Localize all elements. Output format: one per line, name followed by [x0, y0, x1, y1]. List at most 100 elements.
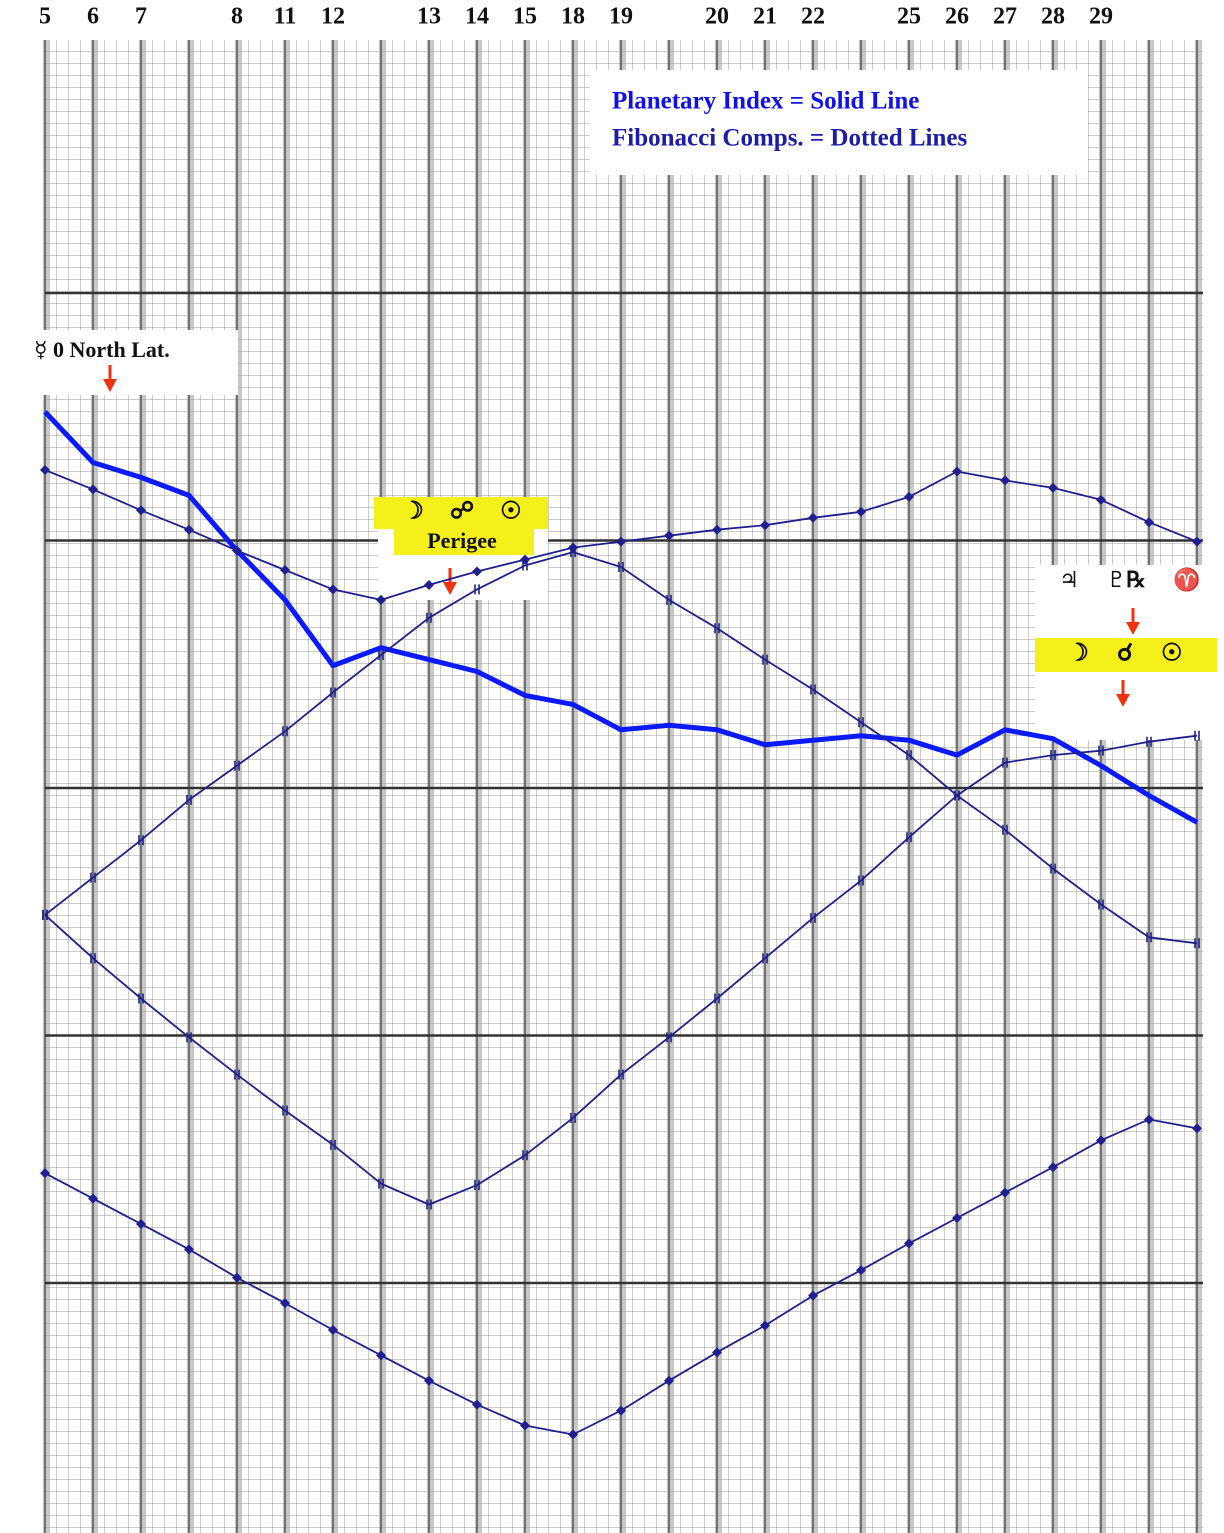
x-tick-label: 11 — [274, 4, 297, 30]
point-marker — [856, 506, 866, 517]
point-marker — [1194, 730, 1200, 741]
point-marker — [472, 1399, 482, 1410]
point-marker — [618, 562, 624, 573]
grid — [43, 40, 1203, 1533]
x-tick-label: 13 — [417, 4, 441, 30]
point-marker — [1098, 745, 1104, 756]
point-marker — [376, 594, 386, 605]
point-marker — [40, 1168, 50, 1179]
point-marker — [376, 1350, 386, 1361]
point-marker — [954, 790, 960, 801]
point-marker — [232, 1272, 242, 1283]
point-marker — [282, 726, 288, 737]
point-marker — [570, 1112, 576, 1123]
point-marker — [952, 466, 962, 477]
point-marker — [666, 1032, 672, 1043]
point-marker — [330, 1139, 336, 1150]
point-marker — [474, 584, 480, 595]
x-tick-label: 14 — [465, 4, 489, 30]
point-marker — [808, 1290, 818, 1301]
legend-entry: Planetary Index = Solid Line — [612, 88, 919, 115]
point-marker — [1002, 824, 1008, 835]
x-tick-label: 27 — [993, 4, 1017, 30]
point-marker — [1098, 899, 1104, 910]
x-tick-label: 28 — [1041, 4, 1065, 30]
point-marker — [762, 953, 768, 964]
point-marker — [810, 912, 816, 923]
arrow-head — [1116, 694, 1130, 707]
point-marker — [424, 579, 434, 590]
point-marker — [184, 1244, 194, 1255]
point-marker — [282, 1105, 288, 1116]
point-marker — [1192, 536, 1202, 547]
point-marker — [616, 536, 626, 547]
point-marker — [1050, 750, 1056, 761]
annotation-highlight — [374, 497, 548, 529]
annotation: ♃ ♇℞ ♈ — [1059, 567, 1201, 592]
point-marker — [522, 560, 528, 571]
point-marker — [328, 584, 338, 595]
point-marker — [904, 1238, 914, 1249]
x-tick-label: 6 — [87, 4, 99, 30]
point-marker — [714, 623, 720, 634]
point-marker — [234, 760, 240, 771]
x-tick-label: 12 — [321, 4, 345, 30]
point-marker — [474, 1180, 480, 1191]
x-tick-label: 8 — [231, 4, 243, 30]
point-marker — [760, 1320, 770, 1331]
x-tick-label: 15 — [513, 4, 537, 30]
point-marker — [90, 953, 96, 964]
x-tick-label: 18 — [561, 4, 585, 30]
x-tick-label: 19 — [609, 4, 633, 30]
point-marker — [570, 547, 576, 558]
point-marker — [712, 1347, 722, 1358]
dotted-line — [44, 734, 1198, 1206]
point-marker — [378, 1178, 384, 1189]
point-marker — [520, 1420, 530, 1431]
point-marker — [568, 1429, 578, 1440]
x-tick-label: 29 — [1089, 4, 1113, 30]
point-marker — [760, 520, 770, 531]
point-marker — [1146, 736, 1152, 747]
point-marker — [1096, 1135, 1106, 1146]
point-marker — [664, 530, 674, 541]
arrow-head — [443, 582, 457, 595]
legend-box — [590, 70, 1088, 175]
point-marker — [1000, 1187, 1010, 1198]
point-marker — [810, 684, 816, 695]
annotation: Perigee — [427, 528, 497, 553]
point-marker — [1096, 494, 1106, 505]
point-marker — [666, 594, 672, 605]
point-marker — [664, 1375, 674, 1386]
point-marker — [1192, 1123, 1202, 1134]
point-marker — [906, 832, 912, 843]
point-marker — [186, 1032, 192, 1043]
point-marker — [762, 654, 768, 665]
annotation: ☿ 0 North Lat. — [34, 337, 170, 362]
point-marker — [42, 909, 48, 920]
x-tick-label: 20 — [705, 4, 729, 30]
point-marker — [234, 1069, 240, 1080]
annotation-highlight — [394, 529, 534, 555]
point-marker — [426, 612, 432, 623]
annotations: ☿ 0 North Lat. ☽ ☍ ☉ Perigee ♃ ♇℞ ♈ ☽ ☌ ☉ — [34, 330, 1217, 740]
dotted-line — [44, 551, 1198, 945]
legend-entry: Fibonacci Comps. = Dotted Lines — [612, 125, 967, 152]
point-marker — [618, 1069, 624, 1080]
point-marker — [856, 1265, 866, 1276]
point-marker — [1002, 757, 1008, 768]
point-marker — [88, 1193, 98, 1204]
point-marker — [904, 491, 914, 502]
series — [40, 410, 1202, 1440]
point-marker — [1144, 1114, 1154, 1125]
annotation: ☽ ☌ ☉ — [1067, 641, 1182, 667]
point-marker — [712, 524, 722, 535]
point-marker — [330, 687, 336, 698]
point-marker — [426, 1199, 432, 1210]
point-marker — [88, 484, 98, 495]
point-marker — [1050, 863, 1056, 874]
annotation-box — [40, 330, 238, 395]
point-marker — [280, 1298, 290, 1309]
point-marker — [714, 993, 720, 1004]
